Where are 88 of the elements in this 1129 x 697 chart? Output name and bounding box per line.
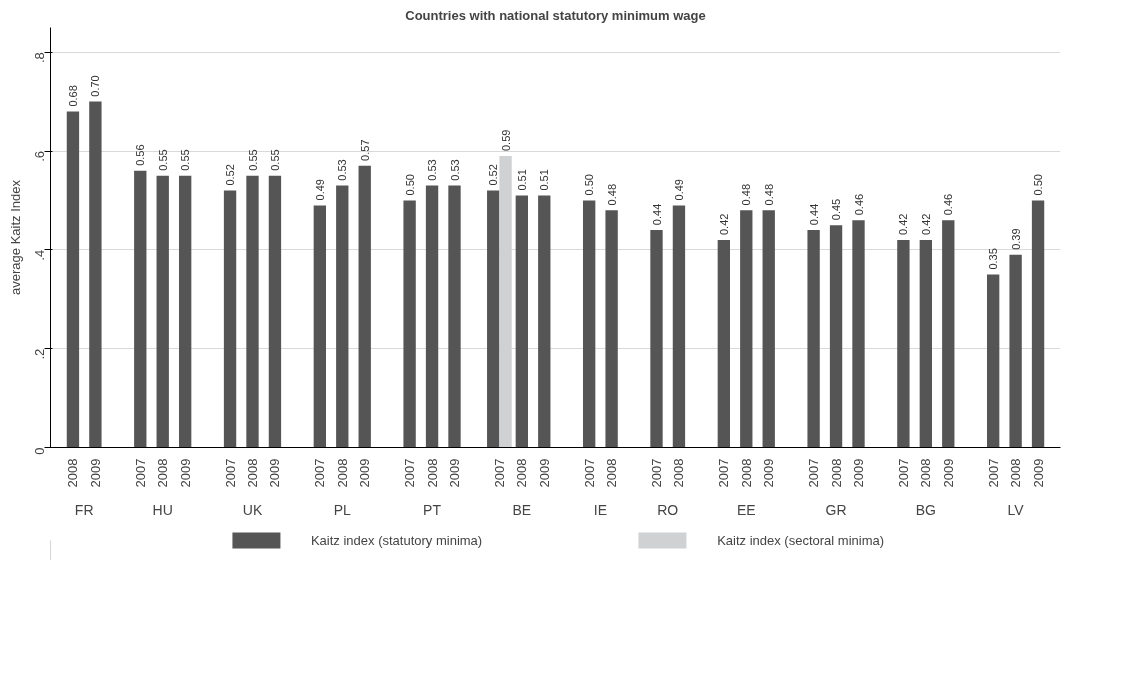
y-tick-label: .2	[32, 348, 47, 360]
legend-label: Kaitz index (sectoral minima)	[717, 532, 885, 548]
text: BE	[512, 501, 532, 518]
chart-title: Countries with national statutory minimum wage	[405, 7, 706, 23]
data-label: 0.57	[358, 139, 371, 161]
x-tick-label: 2008	[604, 458, 620, 488]
x-tick-label: 2007	[491, 458, 507, 488]
x-tick-label: 2008	[245, 458, 260, 488]
x-tick-label: 2009	[447, 458, 462, 488]
legend-label: Kaitz index (statutory minima)	[310, 532, 483, 548]
x-tick-label: 2009	[267, 458, 283, 488]
y-axis-title: average Kaitz Index	[7, 179, 23, 295]
x-tick-label: 2009	[87, 458, 103, 488]
data-label: 0.46	[852, 193, 865, 216]
x-tick-label: 2009	[357, 458, 373, 488]
x-tick-label: 2008	[334, 458, 350, 488]
data-label: 0.68	[66, 85, 79, 107]
data-label: 0.49	[313, 179, 326, 201]
data-label: 0.55	[268, 149, 281, 171]
data-label: 0.52	[224, 164, 237, 186]
data-label: 0.52	[487, 164, 500, 186]
data-label: 0.51	[538, 169, 551, 191]
y-tick-label: .6	[32, 151, 47, 162]
data-label: 0.35	[987, 248, 1000, 270]
x-tick-label: 2007	[895, 458, 911, 488]
text: GR	[825, 501, 847, 518]
x-tick-label: 2009	[851, 458, 866, 488]
data-label: 0.42	[897, 213, 910, 236]
y-tick-label: .4	[32, 249, 47, 261]
data-label: 0.53	[336, 159, 349, 181]
x-tick-label: 2007	[985, 458, 1001, 488]
data-label: 0.48	[740, 183, 753, 206]
data-label: 0.51	[515, 169, 528, 191]
x-tick-label: 2009	[177, 458, 193, 488]
text: BG	[915, 501, 936, 518]
data-label: 0.59	[499, 129, 512, 152]
data-label: 0.55	[246, 149, 259, 171]
x-tick-label: 2008	[671, 458, 687, 488]
x-tick-label: 2007	[312, 458, 328, 488]
x-tick-label: 2008	[514, 458, 530, 488]
x-tick-label: 2007	[402, 458, 418, 488]
data-label: 0.49	[672, 179, 685, 201]
text: LV	[1007, 501, 1025, 518]
x-tick-label: 2008	[828, 458, 844, 488]
data-label: 0.70	[89, 75, 102, 97]
data-label: 0.46	[942, 193, 955, 216]
x-tick-label: 2009	[940, 458, 956, 488]
y-tick-label: .8	[32, 52, 47, 64]
data-label: 0.50	[1032, 174, 1045, 196]
x-tick-label: 2008	[155, 458, 171, 488]
data-label: 0.55	[156, 149, 169, 171]
x-tick-label: 2007	[222, 458, 238, 488]
data-label: 0.42	[919, 213, 932, 236]
text: FR	[74, 501, 94, 518]
x-tick-label: 2009	[761, 458, 777, 488]
text: RO	[657, 501, 679, 518]
text: UK	[242, 501, 263, 518]
x-tick-label: 2007	[581, 458, 597, 488]
data-label: 0.48	[605, 183, 618, 206]
text: PT	[423, 501, 442, 518]
x-tick-label: 2007	[716, 458, 732, 488]
text: PL	[333, 501, 352, 518]
text: EE	[736, 501, 756, 518]
data-label: 0.42	[717, 213, 730, 236]
x-tick-label: 2008	[424, 458, 440, 488]
data-label: 0.44	[807, 203, 820, 226]
x-tick-label: 2007	[806, 458, 822, 488]
data-label: 0.50	[403, 174, 416, 196]
x-tick-label: 2008	[1008, 458, 1024, 488]
x-tick-label: 2008	[65, 458, 81, 488]
text: HU	[152, 501, 173, 518]
x-tick-label: 2009	[536, 458, 552, 488]
x-tick-label: 2007	[649, 458, 664, 488]
x-tick-label: 2007	[132, 458, 148, 488]
data-label: 0.53	[448, 159, 461, 181]
x-tick-label: 2009	[1030, 458, 1046, 488]
data-label: 0.53	[426, 159, 439, 181]
data-label: 0.44	[650, 203, 663, 226]
data-label: 0.55	[179, 149, 192, 171]
data-label: 0.39	[1009, 228, 1022, 250]
x-tick-label: 2008	[738, 458, 754, 488]
data-label: 0.45	[830, 198, 843, 221]
data-label: 0.48	[762, 183, 775, 206]
text: IE	[593, 501, 608, 518]
data-label: 0.50	[583, 174, 596, 196]
y-tick-label: 0	[32, 447, 47, 455]
data-label: 0.56	[134, 144, 147, 166]
x-tick-label: 2008	[918, 458, 934, 488]
